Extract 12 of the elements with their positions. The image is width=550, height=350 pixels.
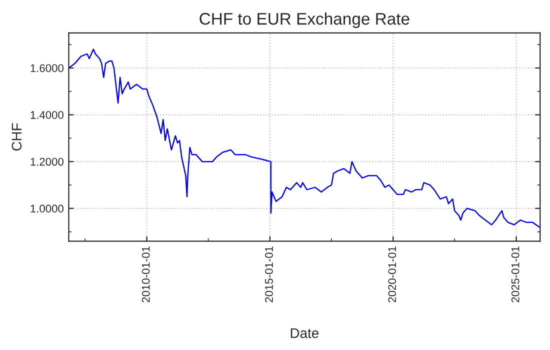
x-tick-label: 2025-01-01 — [511, 246, 520, 302]
x-tick-label: 2020-01-01 — [388, 246, 396, 302]
y-tick-label: 1.2000 — [30, 158, 64, 166]
x-tick-label: 2015-01-01 — [265, 246, 273, 302]
line-series — [68, 48, 540, 228]
y-tick-label: 1.0000 — [30, 204, 64, 213]
x-tick-label: 2010-01-01 — [142, 246, 150, 302]
y-tick-label: 1.4000 — [30, 111, 64, 119]
x-axis-title: Date — [290, 328, 318, 338]
y-tick-label: 1.6000 — [30, 64, 64, 72]
y-axis-title: CHF — [12, 123, 22, 151]
chart-title: CHF to EUR Exchange Rate — [200, 12, 410, 28]
